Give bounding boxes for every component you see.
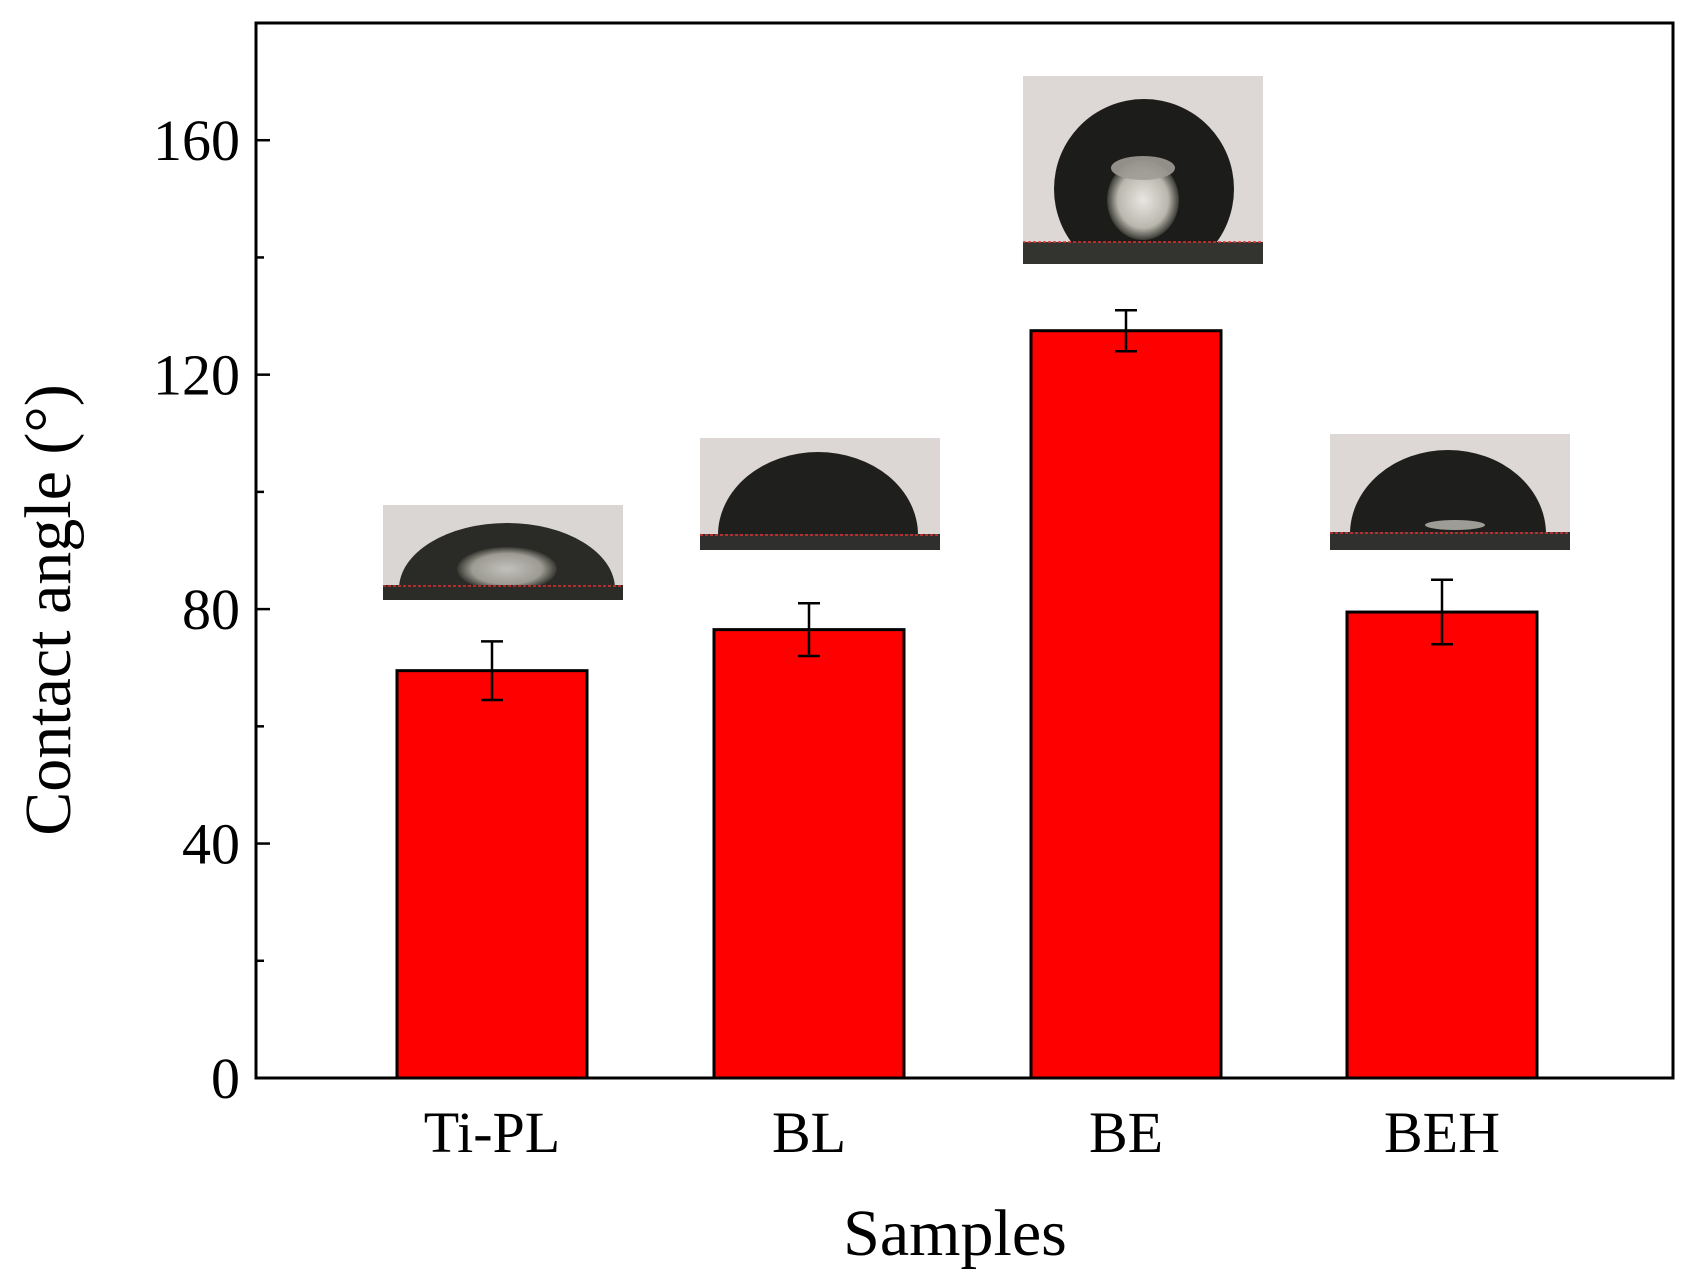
y-tick-label: 80	[182, 577, 240, 642]
y-tick-label: 120	[153, 343, 240, 408]
x-tick-label-bl: BL	[772, 1100, 846, 1165]
error-bar-be	[1115, 308, 1137, 353]
x-axis-title: Samples	[843, 1197, 1067, 1270]
y-tick-label: 40	[182, 812, 240, 877]
error-bar-beh	[1431, 578, 1453, 646]
inset-photo-bl	[700, 438, 940, 550]
x-axis-tick-labels: Ti-PL BL BE BEH	[424, 1100, 1500, 1165]
bar-bl	[712, 628, 906, 1080]
x-tick-label-be: BE	[1089, 1100, 1163, 1165]
inset-photo-ti-pl	[383, 505, 623, 600]
x-tick-label-beh: BEH	[1384, 1100, 1500, 1165]
inset-photo-beh	[1330, 434, 1570, 550]
inset-photo-be	[1023, 76, 1263, 264]
plot-frame	[254, 21, 1675, 1080]
error-bars-group	[481, 308, 1453, 702]
y-axis-title: Contact angle (°)	[12, 384, 85, 836]
bar-beh	[1345, 610, 1539, 1080]
y-tick-label: 160	[153, 108, 240, 173]
x-tick-label-ti-pl: Ti-PL	[424, 1100, 561, 1165]
y-axis-ticks: 0 40 80 120 160	[153, 108, 270, 1111]
error-bar-bl	[798, 602, 820, 658]
bar-be	[1029, 329, 1223, 1080]
error-bar-ti-pl	[481, 640, 503, 702]
bar-ti-pl	[395, 669, 589, 1080]
y-tick-label: 0	[211, 1046, 240, 1111]
